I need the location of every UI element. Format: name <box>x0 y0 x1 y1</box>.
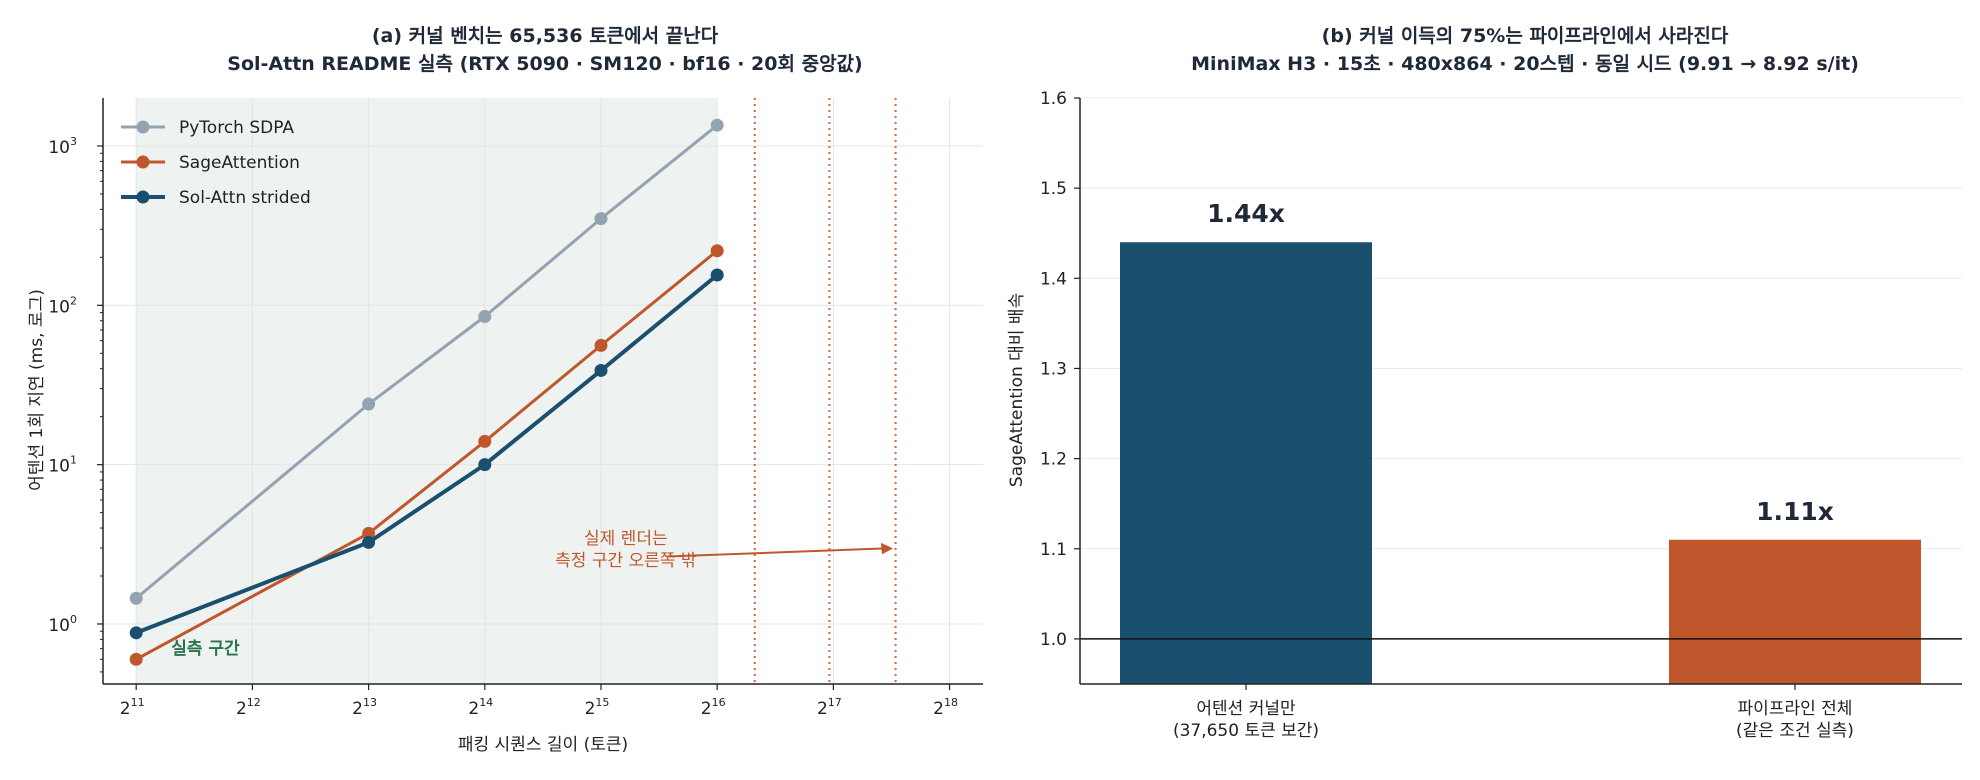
x-tick-label-5: 216 <box>701 696 726 719</box>
legend-label-0: PyTorch SDPA <box>179 118 294 138</box>
series-0-point-1 <box>362 397 376 411</box>
series-2-point-1 <box>362 535 376 549</box>
bar-category-label-0: 어텐션 커널만 (37,650 토큰 보간) <box>1173 699 1319 741</box>
panel-a: (a) 커널 벤치는 65,536 토큰에서 끝난다 Sol-Attn READ… <box>27 25 983 755</box>
series-0-point-3 <box>594 212 608 226</box>
series-1-point-4 <box>710 244 724 258</box>
series-2-point-4 <box>710 268 724 282</box>
x-tick-label-6: 217 <box>817 696 842 719</box>
x-tick-label-2: 213 <box>352 696 377 719</box>
legend-swatch-marker-0 <box>136 120 150 134</box>
x-tick-label-7: 218 <box>933 696 958 719</box>
bar-value-label-0: 1.44x <box>1207 199 1285 228</box>
y-tick-label-3: 103 <box>48 135 77 158</box>
x-tick-label-3: 214 <box>468 696 493 719</box>
b-y-tick-label-4: 1.4 <box>1040 269 1067 289</box>
annotation-text: 실제 렌더는 측정 구간 오른쪽 밖 <box>555 529 697 571</box>
series-2-point-2 <box>478 458 492 472</box>
legend: PyTorch SDPA SageAttention Sol-Attn stride… <box>121 118 311 208</box>
series-2-point-0 <box>129 626 143 640</box>
y-tick-label-0: 100 <box>48 613 77 636</box>
b-y-tick-label-1: 1.1 <box>1040 540 1067 560</box>
panel-a-subtitle: Sol-Attn README 실측 (RTX 5090 · SM120 · b… <box>227 53 862 75</box>
panel-b-subtitle: MiniMax H3 · 15초 · 480x864 · 20스텝 · 동일 시… <box>1191 53 1859 75</box>
legend-swatch-marker-1 <box>136 155 150 169</box>
b-y-tick-label-6: 1.6 <box>1040 89 1067 109</box>
bar-1 <box>1669 539 1921 684</box>
bar-0 <box>1120 242 1372 684</box>
b-y-tick-label-2: 1.2 <box>1040 450 1067 470</box>
bar-category-label-1: 파이프라인 전체 (같은 조건 실측) <box>1736 699 1854 741</box>
series-0-point-0 <box>129 591 143 605</box>
series-2-point-3 <box>594 363 608 377</box>
panel-b-ylabel: SageAttention 대비 배속 <box>1007 293 1027 487</box>
x-tick-label-1: 212 <box>236 696 261 719</box>
panel-a-plot-area: 실측 구간 실제 렌더는 측정 구간 오른쪽 밖 211 212 213 214 215 216… <box>48 98 983 719</box>
b-y-tick-label-3: 1.3 <box>1040 359 1067 379</box>
panel-a-xlabel: 패킹 시퀀스 길이 (토큰) <box>458 735 628 755</box>
measured-region-label: 실측 구간 <box>171 639 240 659</box>
annotation-arrow-head <box>880 542 893 555</box>
y-tick-label-2: 102 <box>48 294 77 317</box>
legend-label-1: SageAttention <box>179 153 300 173</box>
measured-region-shade <box>136 98 718 684</box>
panel-b: (b) 커널 이득의 75%는 파이프라인에서 사라진다 MiniMax H3 … <box>1007 25 1962 741</box>
legend-swatch-marker-2 <box>136 190 150 204</box>
b-y-tick-label-0: 1.0 <box>1040 630 1067 650</box>
b-y-tick-label-5: 1.5 <box>1040 179 1067 199</box>
x-tick-label-4: 215 <box>585 696 610 719</box>
series-1-point-0 <box>129 652 143 666</box>
legend-label-2: Sol-Attn strided <box>179 188 311 208</box>
series-0-point-4 <box>710 118 724 132</box>
panel-b-title: (b) 커널 이득의 75%는 파이프라인에서 사라진다 <box>1322 25 1729 47</box>
x-tick-label-0: 211 <box>120 696 145 719</box>
bar-value-label-1: 1.11x <box>1756 497 1834 526</box>
series-1-point-1 <box>362 526 376 540</box>
series-1-point-3 <box>594 338 608 352</box>
series-group <box>129 118 724 666</box>
series-1-point-2 <box>478 434 492 448</box>
panel-a-ylabel: 어텐션 1회 지연 (ms, 로그) <box>27 289 47 491</box>
panel-b-plot-area: 1.44x 어텐션 커널만 (37,650 토큰 보간) 1.11x 파이프라인 전체(… <box>1040 89 1962 741</box>
annotation-arrow-shaft <box>666 547 885 558</box>
y-tick-label-1: 101 <box>48 454 77 477</box>
panel-a-title: (a) 커널 벤치는 65,536 토큰에서 끝난다 <box>372 25 719 47</box>
series-0-point-2 <box>478 310 492 324</box>
